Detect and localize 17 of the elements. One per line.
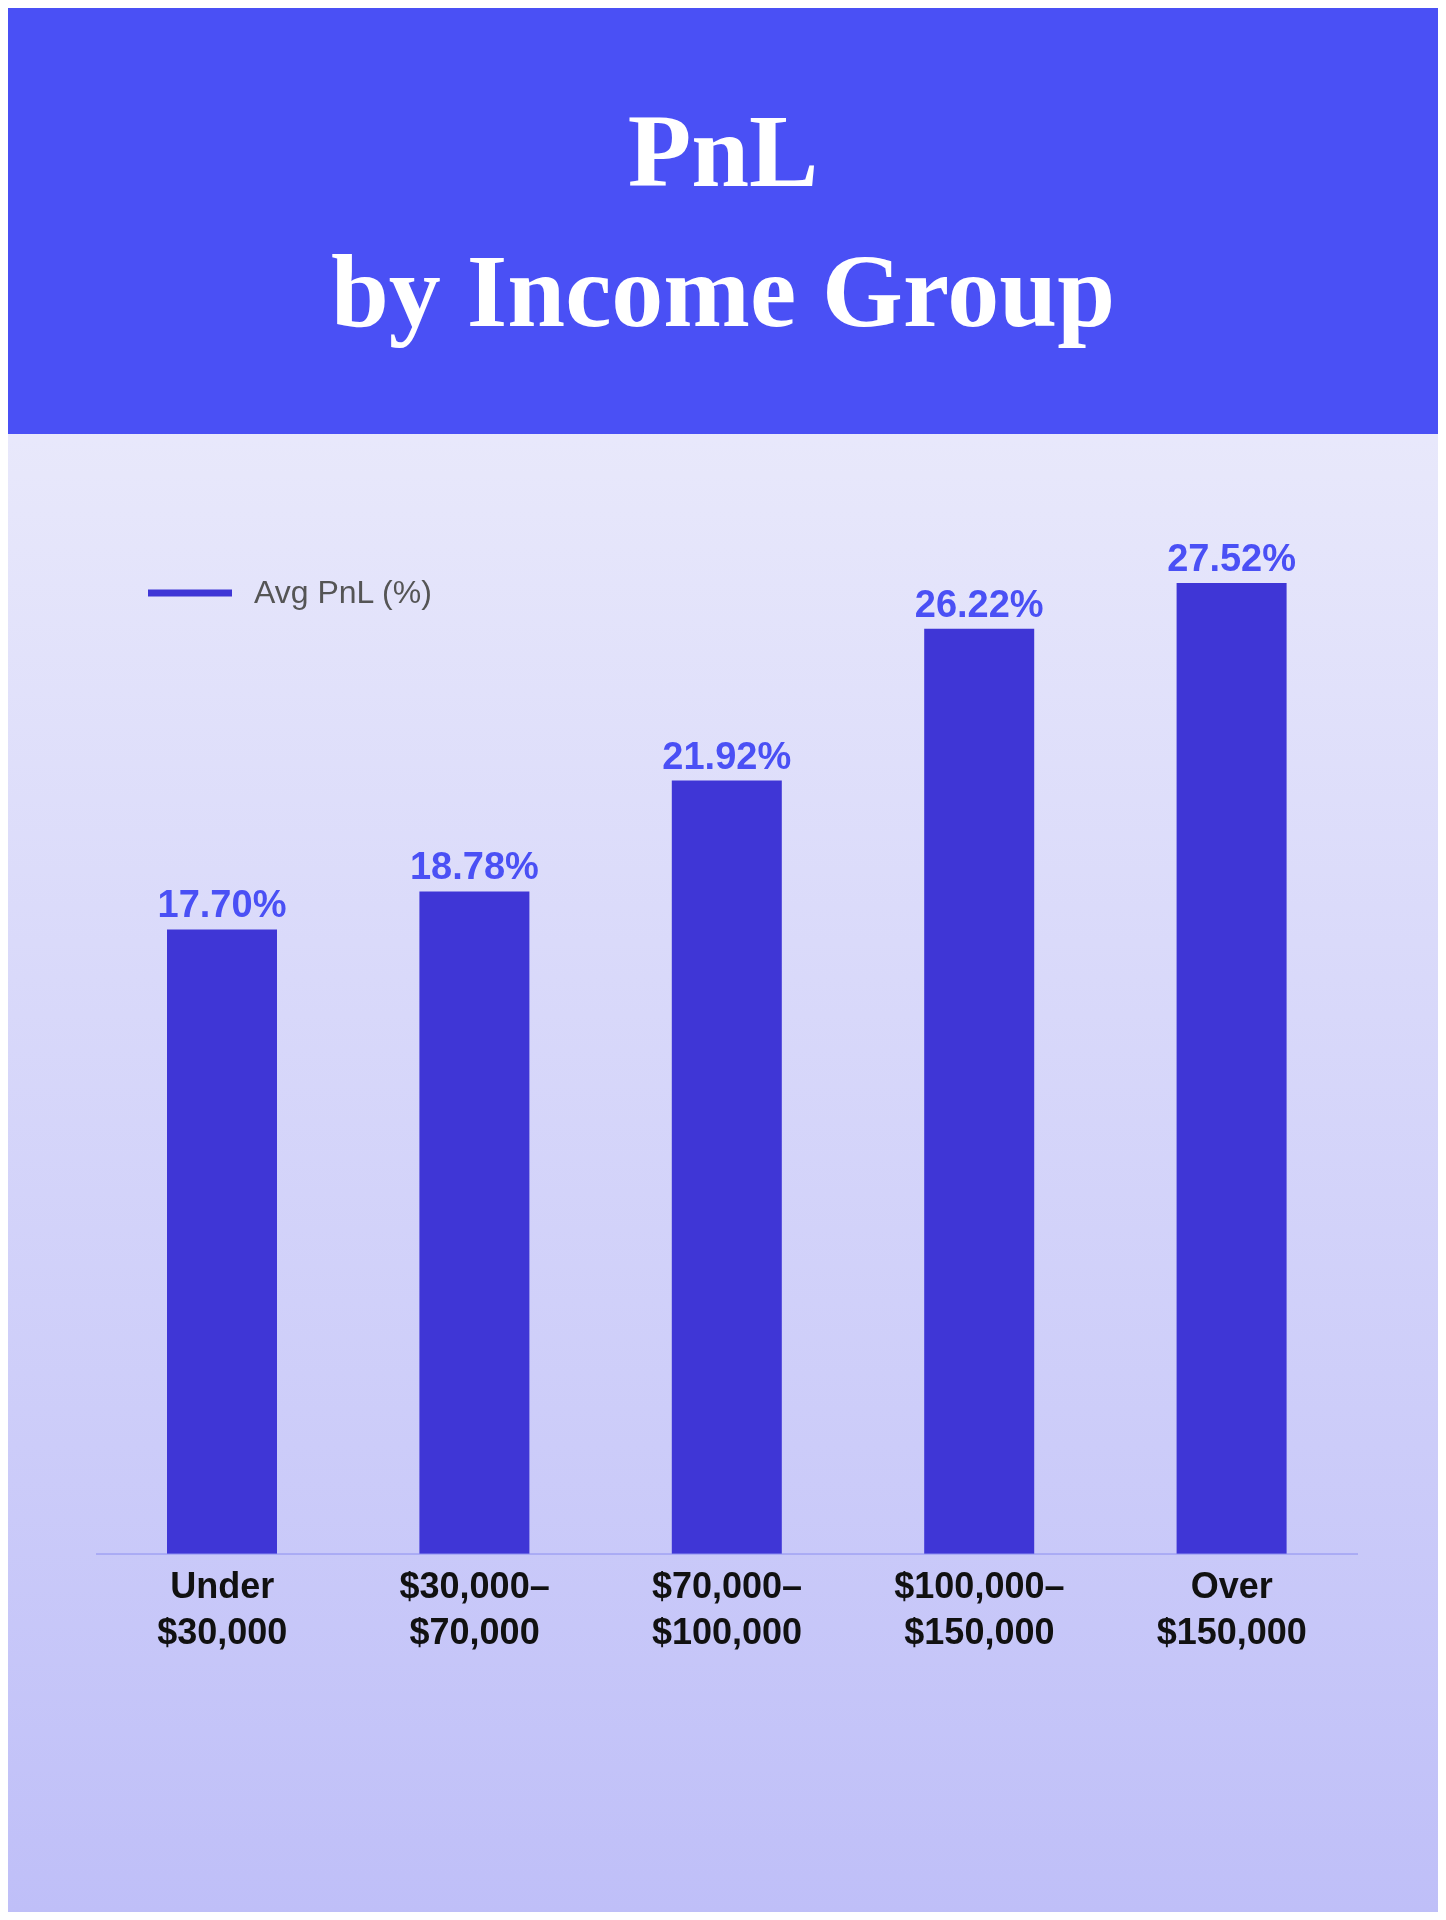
bar xyxy=(1176,583,1287,1554)
bar xyxy=(671,780,782,1554)
x-tick-label: Over $150,000 xyxy=(1156,1565,1307,1652)
data-label: 26.22% xyxy=(914,582,1044,625)
data-label: 17.70% xyxy=(157,883,287,926)
bar xyxy=(167,929,277,1554)
bar xyxy=(924,628,1035,1554)
data-label: 27.52% xyxy=(1167,537,1297,579)
x-tick-label: Under $30,000 xyxy=(157,1565,288,1652)
x-tick-label: $30,000–$70,000 xyxy=(399,1565,550,1652)
x-tick-label: $70,000–$100,000 xyxy=(651,1565,803,1652)
chart-title: PnL by Income Group xyxy=(331,92,1115,350)
legend-label: Avg PnL (%) xyxy=(254,574,432,611)
bar xyxy=(419,891,530,1554)
data-label: 21.92% xyxy=(662,734,792,777)
data-label: 18.78% xyxy=(409,845,539,888)
x-tick-label: $100,000–$150,000 xyxy=(894,1565,1065,1652)
